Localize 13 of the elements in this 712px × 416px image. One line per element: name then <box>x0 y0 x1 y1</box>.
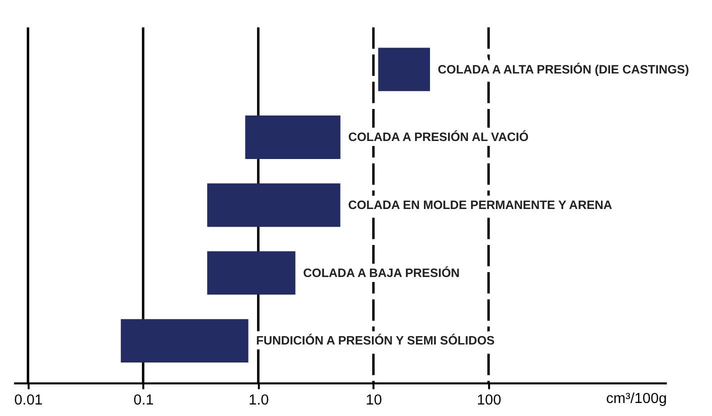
bar <box>245 116 340 159</box>
x-axis-title: cm³/100g <box>606 390 667 407</box>
bar <box>207 183 340 227</box>
x-tick-label: 1.0 <box>248 392 269 409</box>
x-tick-label: 10 <box>366 392 382 409</box>
bar <box>378 48 430 92</box>
bar <box>207 251 296 295</box>
y-tick-label: COLADA A BAJA PRESIÓN <box>303 266 460 280</box>
x-tick-label: 100 <box>476 392 502 409</box>
x-tick-label: 0.1 <box>133 392 154 409</box>
x-tick-label: 0.01 <box>14 392 43 409</box>
bar <box>120 319 248 363</box>
y-tick-label: COLADA A PRESIÓN AL VACIÓ <box>348 130 529 144</box>
